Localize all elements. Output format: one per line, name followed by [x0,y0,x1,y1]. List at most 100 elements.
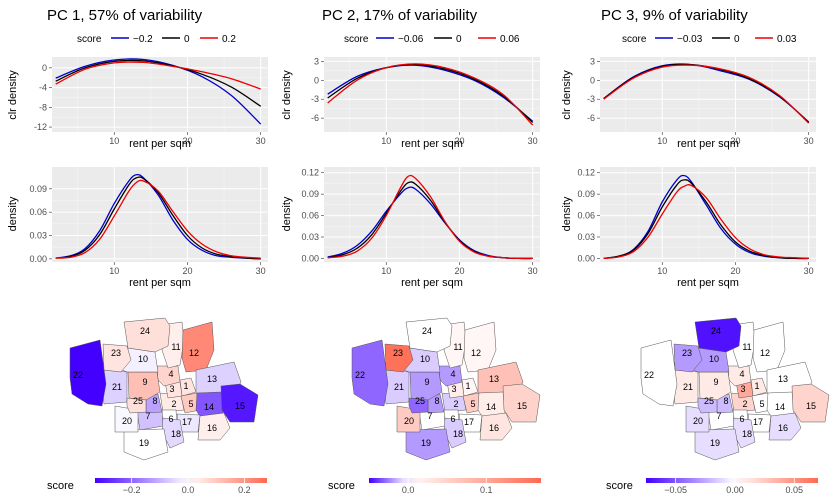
pc3-density-xlabel: rent per sqm [677,277,739,289]
pc3-clr-xtick-label: 10 [657,136,667,146]
pc1-density-ytick-label: 0.09 [29,184,47,194]
pc1-density-xlabel: rent per sqm [129,277,191,289]
pc1-district-label: 7 [145,411,150,421]
pc3-district-label: 25 [704,396,714,406]
pc1-clr-line-mid [55,59,262,107]
pc1-legend-label-mid: 0 [184,34,190,45]
pc1-district-label: 12 [189,348,199,358]
pc1-density-line-high [55,179,261,259]
pc2-colorbar [369,478,541,483]
pc2-district-19 [405,428,451,461]
pc2-colorbar-tick-label: 0.0 [402,485,415,495]
pc3-district-22 [640,339,678,407]
pc2-district-15 [502,383,541,423]
pc1-district-23 [102,343,132,373]
pc1-district-label: 19 [139,438,149,448]
pc2-district-16 [479,412,513,441]
pc2-district-label: 7 [427,411,432,421]
pc1-district-label: 6 [168,414,173,424]
pc1-district-12 [181,321,215,373]
pc2-district-label: 20 [404,416,414,426]
pc3-district-25 [697,397,718,414]
pc1-density-xtick-label: 10 [109,266,119,276]
pc2-district-label: 17 [464,417,474,427]
pc3-district-label: 23 [682,348,692,358]
pc3-district-label: 15 [806,401,816,411]
pc2-district-label: 11 [453,342,462,352]
pc1-district-label: 8 [152,396,157,406]
pc3-clr-xtick-label: 20 [730,136,740,146]
pc3-density-ytick-label: 0.06 [577,211,595,221]
pc3-clr-panel [600,57,816,132]
pc2-clr-ytick-label: -6 [311,113,319,123]
column-pc1: PC 1, 57% of variability score −0.2 0 0.… [7,7,268,495]
pc2-district-label: 1 [465,381,470,391]
pc2-district-23 [384,343,414,373]
pc2-density-ylabel: density [281,196,293,231]
pc3-clr-xtick-label: 30 [804,136,814,146]
pc3-district-label: 20 [693,416,703,426]
pc2-district-label: 6 [450,414,455,424]
pc2-legend-title: score [344,34,369,45]
pc3-district-label: 10 [709,354,719,364]
pc3-density-xtick-label: 10 [657,266,667,276]
pc3-clr-line-high [603,64,810,124]
pc3-district-label: 2 [742,399,747,409]
pc3-district-label: 4 [739,369,744,379]
pc1-district-label: 25 [133,396,143,406]
pc1-density-ylabel: density [7,196,19,231]
pc1-title: PC 1, 57% of variability [47,7,203,24]
pc2-district-24 [405,317,453,353]
pc1-clr-xlabel: rent per sqm [129,138,191,150]
pc2-clr-xlabel: rent per sqm [401,138,463,150]
pc3-density-plot: 10 20 30 0.00 0.03 0.06 0.09 0.12 [577,167,816,276]
pc1-district-label: 11 [171,342,180,352]
pc3-map-legend: −0.05 0.00 0.05 [646,478,818,495]
pc2-district-label: 24 [422,326,432,336]
pc2-district-label: 10 [420,354,430,364]
pc1-legend-label-high: 0.2 [222,34,236,45]
pc3-district-label: 21 [683,382,693,392]
pc1-clr-ytick-label: -12 [34,122,47,132]
pc3-clr-xlabel: rent per sqm [677,138,739,150]
pc3-district-16 [768,412,802,441]
pc2-district-label: 9 [424,377,429,387]
pc2-district-label: 3 [451,384,456,394]
pc3-district-label: 9 [713,377,718,387]
pc3-district-23 [673,343,703,373]
pc2-legend-label-mid: 0 [456,34,462,45]
pc1-district-label: 24 [140,326,150,336]
pc2-district-label: 21 [394,382,404,392]
pc1-district-label: 3 [169,384,174,394]
pc2-district-label: 16 [489,423,499,433]
pc2-density-ytick-label: 0.00 [301,253,319,263]
pc3-district-15 [791,383,830,423]
pc1-district-label: 20 [122,416,132,426]
pc2-district-label: 22 [355,370,365,380]
pc2-clr-xtick-label: 30 [528,136,538,146]
pc3-district-19 [694,428,740,461]
pc1-clr-xtick-label: 30 [256,136,266,146]
pc3-clr-ytick-label: 3 [590,56,595,66]
pc1-district-16 [197,412,231,441]
pc3-density-ylabel: density [561,196,573,231]
pc3-district-label: 6 [739,414,744,424]
pc2-density-ytick-label: 0.06 [301,211,319,221]
pc2-district-label: 4 [450,369,455,379]
pc3-density-ytick-label: 0.09 [577,189,595,199]
pc2-district-25 [408,397,429,414]
pc2-district-label: 5 [470,399,475,409]
pc2-clr-xtick-label: 10 [381,136,391,146]
pc1-district-label: 23 [111,348,121,358]
pc1-legend-label-low: −0.2 [133,34,153,45]
pc3-district-12 [752,321,786,373]
pc2-colorbar-tick-label: 0.1 [480,485,493,495]
pc1-district-label: 4 [168,369,173,379]
pc1-density-ytick-label: 0.03 [29,231,47,241]
pc3-district-label: 5 [759,399,764,409]
pc1-map-legend: −0.2 0.0 0.2 [95,478,267,495]
